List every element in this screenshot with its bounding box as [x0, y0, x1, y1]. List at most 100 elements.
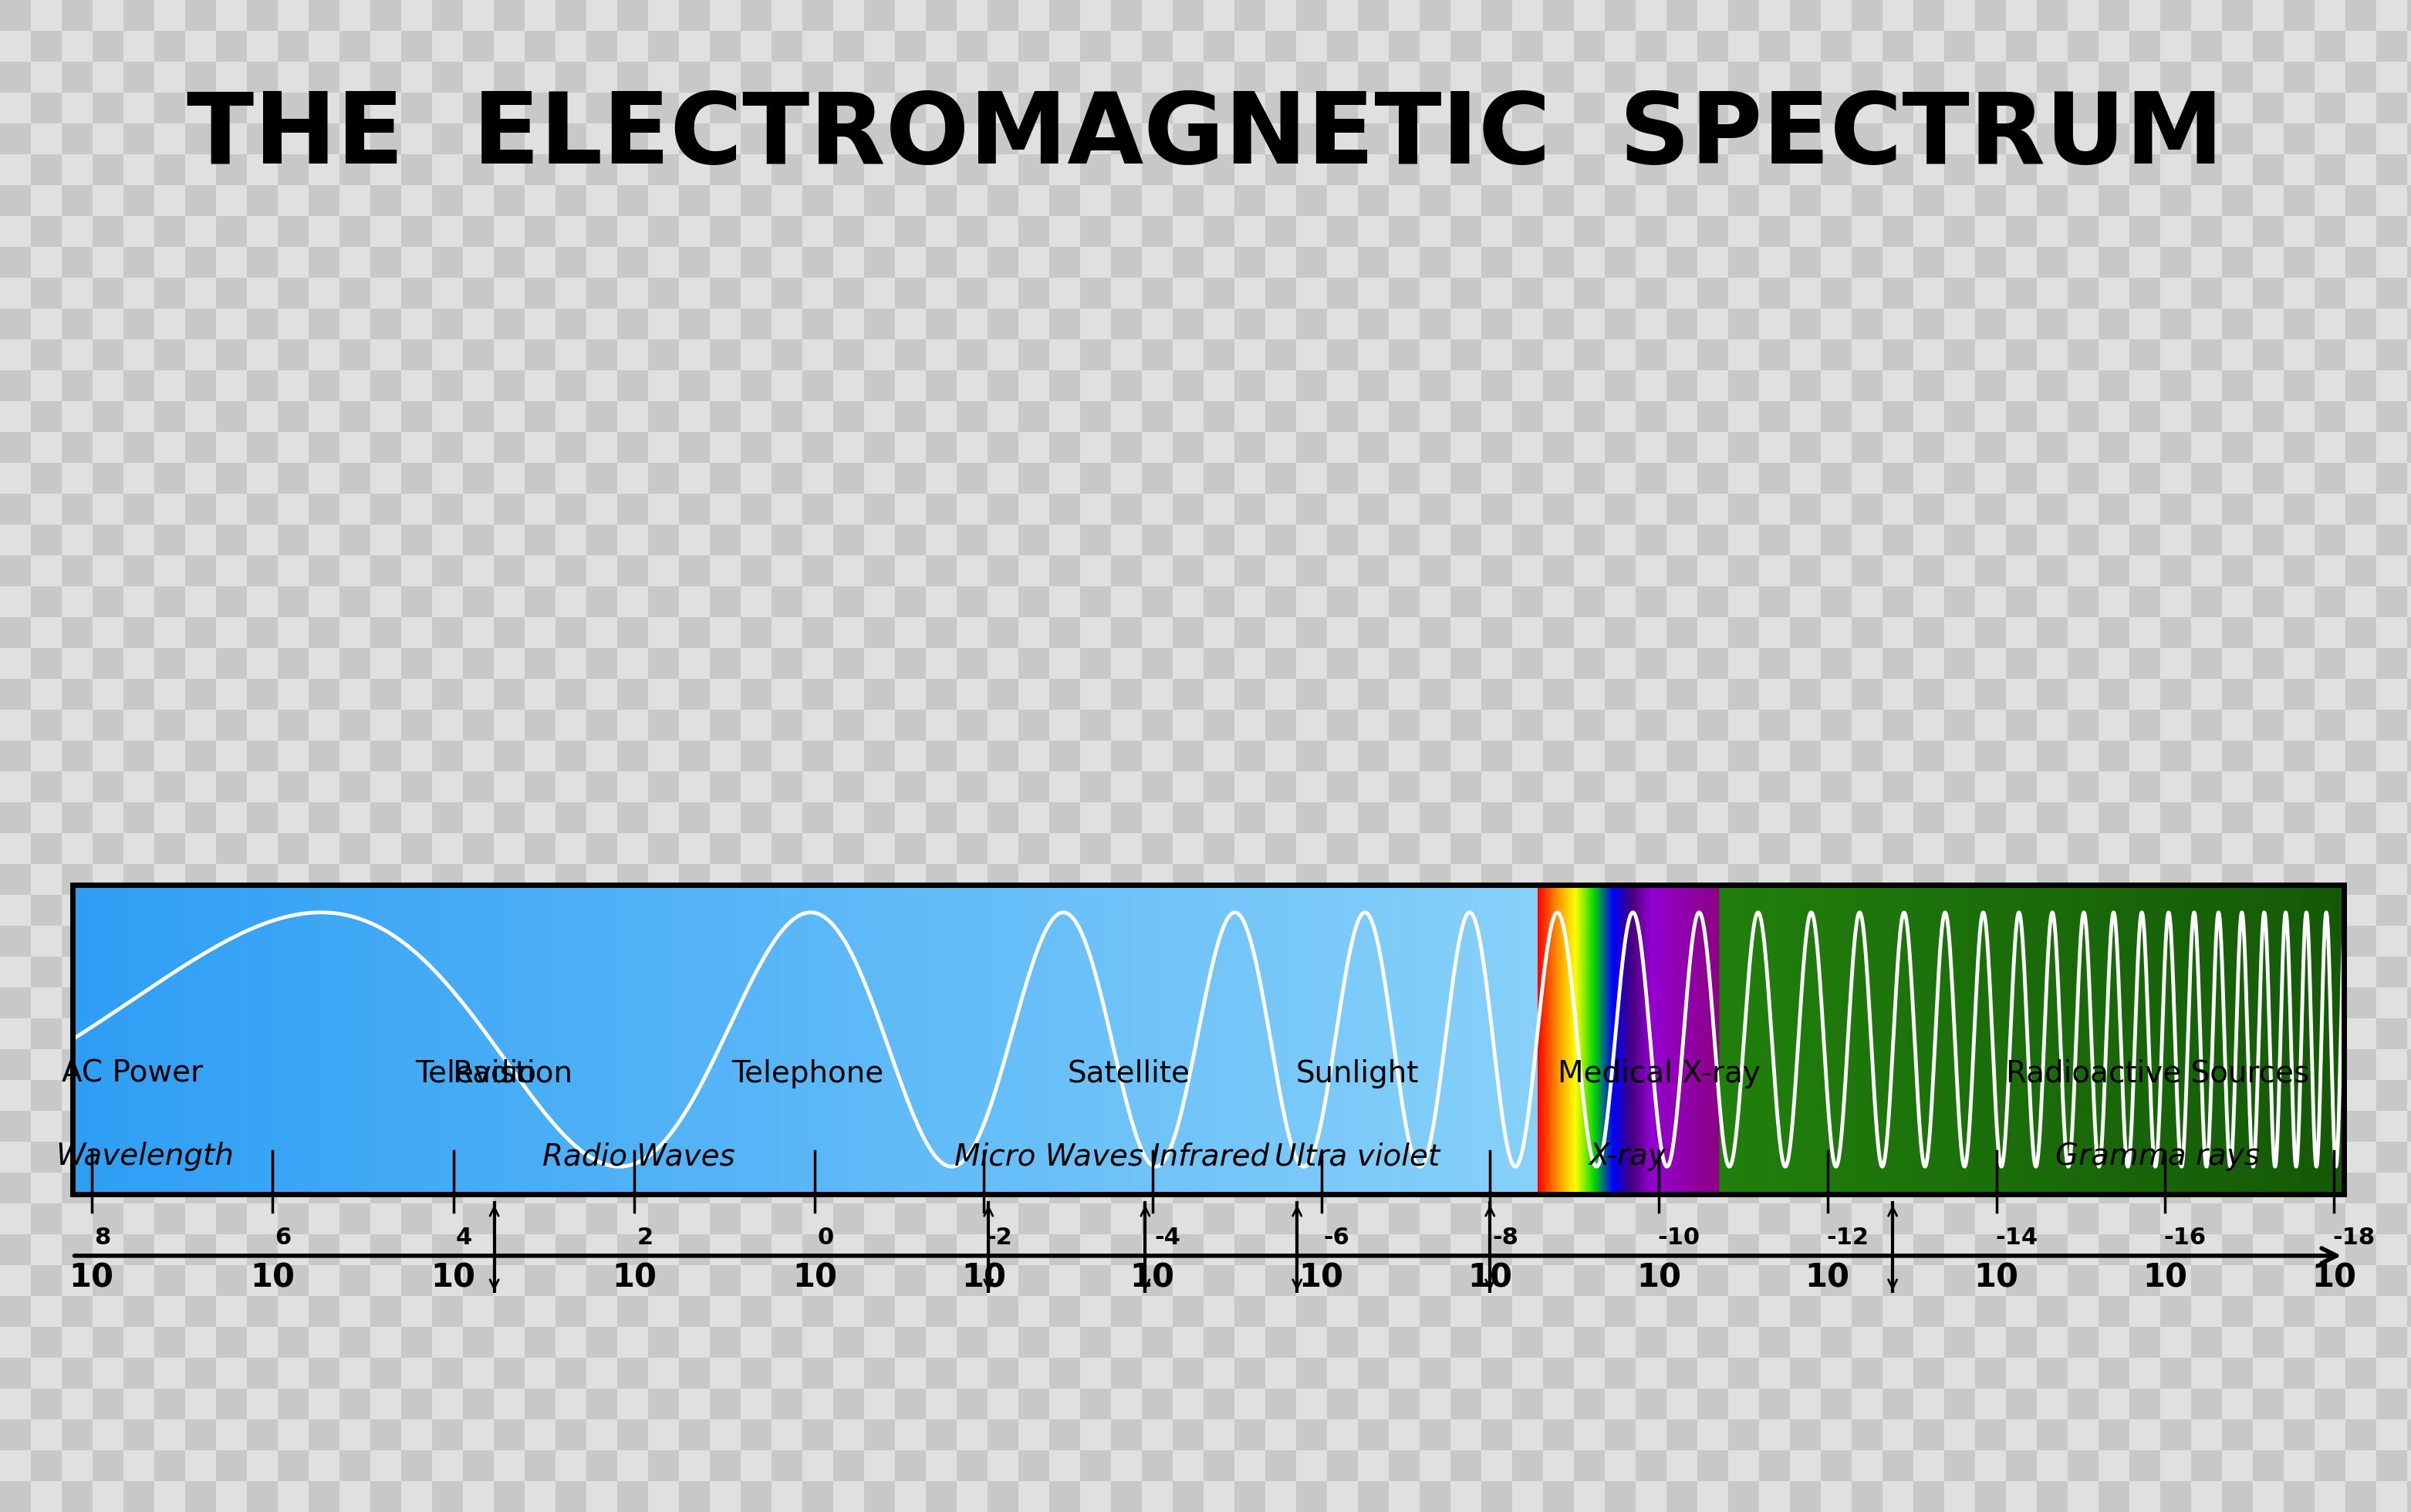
- Bar: [277, 925, 309, 957]
- Bar: [340, 432, 371, 463]
- Bar: [217, 1234, 246, 1266]
- Bar: [1017, 1080, 1049, 1111]
- Bar: [1666, 1111, 1697, 1142]
- Bar: [1297, 587, 1326, 617]
- Bar: [1606, 1080, 1635, 1111]
- Bar: [526, 555, 555, 587]
- Bar: [1017, 494, 1049, 525]
- Bar: [1883, 1266, 1914, 1296]
- Bar: [2252, 1049, 2283, 1080]
- Bar: [957, 0, 989, 30]
- Bar: [772, 432, 803, 463]
- Bar: [1606, 803, 1635, 833]
- Bar: [2406, 30, 2411, 62]
- Bar: [1606, 1018, 1635, 1049]
- Bar: [2069, 833, 2098, 863]
- Bar: [1480, 587, 1512, 617]
- Bar: [2192, 555, 2223, 587]
- Bar: [989, 124, 1017, 154]
- Bar: [1543, 154, 1574, 184]
- Bar: [1080, 0, 1111, 30]
- Bar: [1760, 278, 1789, 308]
- Bar: [1635, 1388, 1666, 1420]
- Bar: [309, 1080, 340, 1111]
- Bar: [1049, 1173, 1080, 1204]
- Bar: [649, 555, 680, 587]
- Bar: [863, 895, 894, 925]
- Bar: [371, 246, 400, 278]
- Bar: [340, 0, 371, 30]
- Bar: [186, 863, 217, 895]
- Bar: [400, 1450, 432, 1482]
- Bar: [2315, 92, 2346, 124]
- Bar: [1111, 833, 1143, 863]
- Bar: [1326, 432, 1357, 463]
- Bar: [217, 1482, 246, 1512]
- Bar: [1451, 925, 1480, 957]
- Bar: [1111, 1173, 1143, 1204]
- Bar: [63, 771, 92, 803]
- Bar: [2252, 555, 2283, 587]
- Bar: [1203, 62, 1234, 92]
- Bar: [2252, 1080, 2283, 1111]
- Bar: [894, 463, 926, 494]
- Bar: [2129, 709, 2160, 741]
- Bar: [2098, 1049, 2129, 1080]
- Bar: [1574, 833, 1606, 863]
- Bar: [1914, 463, 1943, 494]
- Bar: [1049, 895, 1080, 925]
- Bar: [463, 987, 494, 1018]
- Bar: [1666, 1420, 1697, 1450]
- Bar: [1266, 679, 1297, 709]
- Bar: [1606, 679, 1635, 709]
- Bar: [1606, 1296, 1635, 1328]
- Bar: [1729, 895, 1760, 925]
- Bar: [1666, 184, 1697, 216]
- Bar: [1760, 1204, 1789, 1234]
- Bar: [63, 308, 92, 339]
- Bar: [555, 957, 586, 987]
- Bar: [1326, 463, 1357, 494]
- Bar: [863, 1204, 894, 1234]
- Bar: [2406, 1328, 2411, 1358]
- Bar: [1326, 1234, 1357, 1266]
- Bar: [1357, 432, 1389, 463]
- Text: -6: -6: [1324, 1226, 1350, 1249]
- Bar: [432, 987, 463, 1018]
- Bar: [1420, 1388, 1451, 1420]
- Bar: [680, 216, 709, 246]
- Text: Radio: Radio: [453, 1058, 535, 1089]
- Bar: [1017, 246, 1049, 278]
- Bar: [1420, 184, 1451, 216]
- Bar: [617, 1018, 649, 1049]
- Bar: [649, 1328, 680, 1358]
- Bar: [1389, 987, 1420, 1018]
- Bar: [863, 1266, 894, 1296]
- Bar: [1266, 370, 1297, 401]
- Bar: [1635, 62, 1666, 92]
- Bar: [1389, 803, 1420, 833]
- Bar: [586, 1420, 617, 1450]
- Bar: [2192, 1080, 2223, 1111]
- Bar: [803, 184, 834, 216]
- Bar: [463, 525, 494, 555]
- Bar: [1326, 555, 1357, 587]
- Bar: [432, 463, 463, 494]
- Bar: [709, 771, 740, 803]
- Bar: [277, 30, 309, 62]
- Bar: [2377, 555, 2406, 587]
- Bar: [1017, 987, 1049, 1018]
- Bar: [277, 617, 309, 649]
- Bar: [586, 463, 617, 494]
- Bar: [1143, 1234, 1172, 1266]
- Bar: [1697, 1018, 1729, 1049]
- Bar: [1143, 494, 1172, 525]
- Bar: [2192, 1420, 2223, 1450]
- Bar: [1975, 525, 2006, 555]
- Bar: [31, 278, 63, 308]
- Bar: [2129, 1328, 2160, 1358]
- Bar: [1420, 246, 1451, 278]
- Bar: [649, 339, 680, 370]
- Bar: [0, 1388, 31, 1420]
- Bar: [680, 1482, 709, 1512]
